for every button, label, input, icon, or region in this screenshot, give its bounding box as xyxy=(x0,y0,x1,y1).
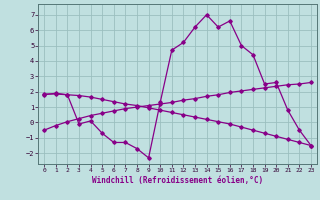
X-axis label: Windchill (Refroidissement éolien,°C): Windchill (Refroidissement éolien,°C) xyxy=(92,176,263,185)
